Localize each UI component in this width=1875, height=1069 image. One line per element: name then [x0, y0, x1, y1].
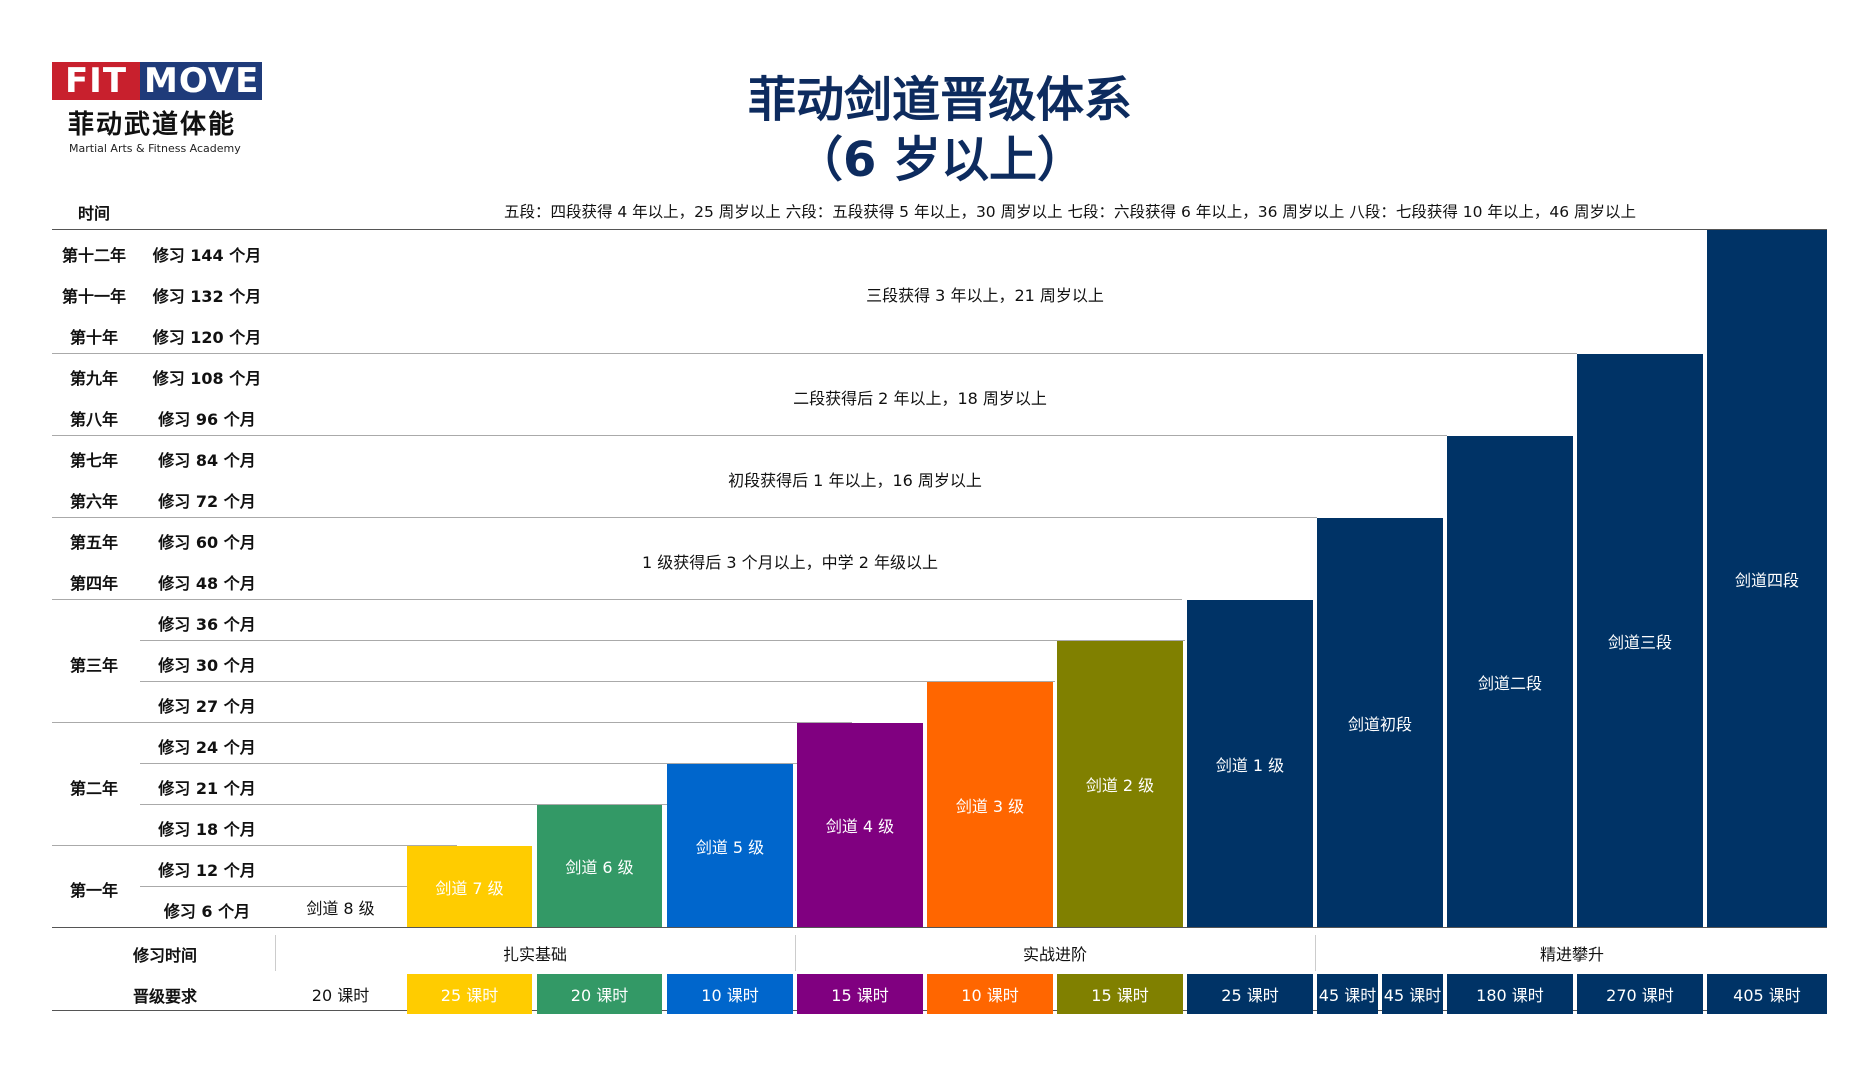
grade-label: 剑道 6 级	[565, 858, 634, 877]
grade-label: 剑道四段	[1734, 570, 1799, 590]
logo-move: MOVE	[140, 62, 262, 100]
hours-cell: 180 课时	[1447, 974, 1573, 1014]
month-label: 修习 96 个月	[158, 410, 256, 429]
grade-bar: 剑道 5 级	[667, 764, 793, 927]
year-label: 第六年	[69, 492, 118, 511]
grade-label: 剑道 4 级	[825, 817, 895, 836]
logo-name-cn: 菲动武道体能	[68, 110, 237, 140]
year-label: 第一年	[69, 881, 118, 900]
year-label: 第十二年	[61, 246, 126, 265]
year-label: 第十年	[69, 328, 118, 347]
top-line	[52, 229, 1827, 230]
grade-label: 剑道三段	[1607, 632, 1672, 652]
hours-cell: 20 课时	[311, 986, 370, 1005]
hours-cell: 45 课时	[1317, 974, 1378, 1014]
requirement-label: 晋级要求	[132, 987, 197, 1006]
grade-label: 剑道 3 级	[955, 796, 1025, 816]
requirement-text: 1 级获得后 3 个月以上，中学 2 年级以上	[642, 553, 938, 572]
grade-bar: 剑道 1 级	[1187, 600, 1313, 927]
grid-line	[140, 681, 1055, 682]
grid-line	[140, 804, 675, 805]
grid-line	[52, 722, 852, 723]
grid-line	[140, 763, 805, 764]
month-label: 修习 30 个月	[158, 656, 256, 675]
month-label: 修习 18 个月	[158, 820, 256, 839]
month-label: 修习 72 个月	[158, 492, 256, 511]
hours-cell: 45 课时	[1382, 974, 1443, 1014]
year-label: 第七年	[69, 451, 118, 470]
grid-line	[52, 435, 1447, 436]
grade-label: 剑道 8 级	[306, 899, 375, 918]
month-label: 修习 48 个月	[158, 574, 256, 593]
hours-cell: 25 课时	[407, 974, 532, 1014]
requirement-text: 三段获得 3 年以上，21 周岁以上	[866, 286, 1104, 305]
grade-bar: 剑道 4 级	[797, 723, 923, 927]
logo-fit: FIT	[52, 62, 140, 100]
title-line2: （6 岁以上）	[794, 132, 1086, 188]
grid-line	[52, 353, 1577, 354]
study-time-label: 修习时间	[132, 946, 197, 965]
year-label: 第五年	[69, 533, 118, 552]
hours-cell: 270 课时	[1577, 974, 1703, 1014]
month-label: 修习 84 个月	[158, 451, 256, 470]
month-label: 修习 27 个月	[158, 697, 256, 716]
month-label: 修习 120 个月	[152, 328, 262, 347]
year-label: 第十一年	[61, 287, 126, 306]
grade-label: 剑道 7 级	[435, 878, 504, 898]
grade-bar: 剑道四段	[1707, 230, 1827, 927]
grid-line	[140, 640, 1185, 641]
logo-name-en: Martial Arts & Fitness Academy	[69, 142, 241, 155]
grade-bar: 剑道 6 级	[537, 805, 662, 927]
grade-label: 剑道 2 级	[1085, 776, 1155, 795]
month-label: 修习 21 个月	[158, 779, 256, 798]
hours-cell: 15 课时	[1057, 974, 1183, 1014]
month-label: 修习 108 个月	[152, 369, 262, 388]
grade-label: 剑道 5 级	[695, 837, 765, 857]
month-label: 修习 132 个月	[152, 287, 262, 306]
hours-cell: 15 课时	[797, 974, 923, 1014]
grade-label: 剑道初段	[1347, 714, 1412, 734]
title-line1: 菲动剑道晋级体系	[747, 72, 1132, 128]
time-label: 时间	[77, 204, 110, 223]
month-label: 修习 6 个月	[163, 902, 251, 921]
grid-line	[52, 517, 1317, 518]
grade-bar: 剑道二段	[1447, 436, 1573, 927]
stage-label: 扎实基础	[275, 935, 794, 971]
grade-label: 剑道 1 级	[1215, 755, 1285, 775]
grade-bar: 剑道 2 级	[1057, 641, 1183, 927]
year-label: 第八年	[69, 410, 118, 429]
hours-cell: 20 课时	[537, 974, 662, 1014]
month-label: 修习 12 个月	[158, 861, 256, 880]
grade-bar: 剑道初段	[1317, 518, 1443, 927]
stage-label: 实战进阶	[795, 935, 1314, 971]
grid-line	[140, 886, 410, 887]
year-label: 第二年	[69, 779, 118, 798]
month-label: 修习 36 个月	[158, 615, 256, 634]
grade-bar: 剑道三段	[1577, 354, 1703, 927]
year-label: 第三年	[69, 656, 118, 675]
month-label: 修习 24 个月	[158, 738, 256, 757]
hours-cell: 25 课时	[1187, 974, 1313, 1014]
hours-cell: 405 课时	[1707, 974, 1827, 1014]
grade-bar: 剑道 7 级	[407, 846, 532, 927]
stage-label: 精进攀升	[1315, 935, 1828, 971]
grid-line	[52, 845, 457, 846]
year-label: 第四年	[69, 574, 118, 593]
grade-label: 剑道二段	[1477, 673, 1542, 693]
grade-bar: 剑道 8 级	[278, 887, 403, 927]
requirement-text: 二段获得后 2 年以上，18 周岁以上	[793, 389, 1047, 408]
grade-bar: 剑道 3 级	[927, 682, 1053, 927]
higher-dan-requirements: 五段：四段获得 4 年以上，25 周岁以上 六段：五段获得 5 年以上，30 周…	[503, 203, 1637, 221]
grid-line	[52, 927, 1827, 928]
year-label: 第九年	[69, 369, 118, 388]
grid-line	[52, 599, 1182, 600]
month-label: 修习 144 个月	[152, 246, 262, 265]
logo: FIT MOVE 菲动武道体能 Martial Arts & Fitness A…	[52, 62, 262, 162]
hours-cell: 10 课时	[927, 974, 1053, 1014]
month-label: 修习 60 个月	[158, 533, 256, 552]
requirement-text: 初段获得后 1 年以上，16 周岁以上	[728, 471, 982, 490]
hours-cell: 10 课时	[667, 974, 793, 1014]
